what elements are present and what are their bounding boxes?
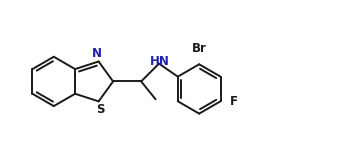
Text: S: S (96, 103, 105, 116)
Text: F: F (230, 95, 238, 108)
Text: N: N (92, 47, 102, 60)
Text: Br: Br (192, 42, 206, 55)
Text: HN: HN (149, 55, 169, 68)
